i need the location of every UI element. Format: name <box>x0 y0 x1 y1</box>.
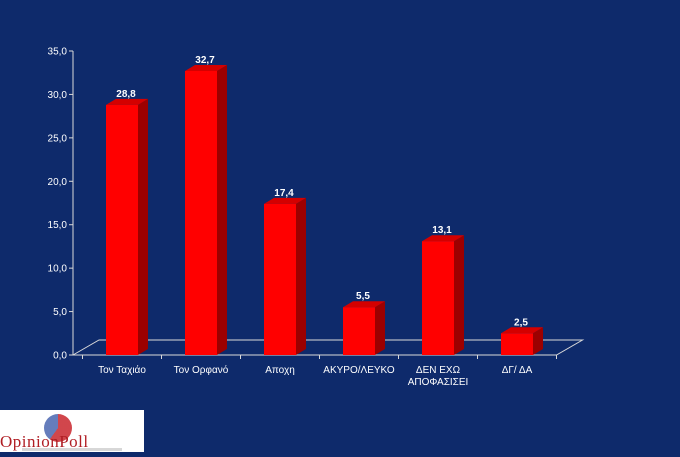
x-tick-label: ΔΕΝ ΕΧΩ <box>416 365 461 376</box>
data-label: 17,4 <box>274 188 294 199</box>
logo-text: OpinionPoll <box>0 432 89 451</box>
x-tick-label: ΑΠΟΦΑΣΙΣΕΙ <box>408 377 469 388</box>
bar-top <box>343 301 385 308</box>
bar-side <box>217 64 227 355</box>
x-tick-label: Τον Ταχιάο <box>98 364 146 376</box>
y-tick-label: 10,0 <box>48 264 68 275</box>
bar <box>501 333 533 355</box>
y-tick-label: 5,0 <box>53 307 67 318</box>
bar <box>264 203 296 355</box>
logo-mark-icon <box>44 414 72 442</box>
bar-side <box>138 98 148 355</box>
bar-side <box>533 327 543 355</box>
data-label: 28,8 <box>116 89 136 100</box>
x-tick-label: Τον Ορφανό <box>174 364 229 376</box>
y-tick-label: 15,0 <box>48 220 68 231</box>
bar-top <box>501 327 543 334</box>
data-label: 5,5 <box>356 291 370 302</box>
bar <box>343 307 375 355</box>
bar-top <box>106 98 148 105</box>
data-label: 2,5 <box>514 317 528 328</box>
y-tick-label: 30,0 <box>48 90 68 101</box>
data-label: 32,7 <box>195 55 215 66</box>
x-tick-label: ΑΚΥΡΟ/ΛΕΥΚΟ <box>323 365 395 376</box>
bar-side <box>375 301 385 355</box>
x-tick-label: ΔΓ/ ΔΑ <box>502 365 533 376</box>
bar-top <box>422 235 464 242</box>
y-tick-label: 20,0 <box>48 177 68 188</box>
y-tick-label: 25,0 <box>48 133 68 144</box>
bar-side <box>454 235 464 355</box>
x-tick-label: Αποχη <box>265 365 295 376</box>
opinion-poll-logo: OpinionPoll <box>0 410 144 452</box>
bar-top <box>264 197 306 204</box>
bar-top <box>185 64 227 71</box>
bar <box>185 70 217 355</box>
bar <box>422 241 454 355</box>
y-tick-label: 35,0 <box>48 47 68 58</box>
bar <box>106 104 138 355</box>
logo-subtitle-strip <box>22 448 122 451</box>
y-tick-label: 0,0 <box>53 351 67 362</box>
data-label: 13,1 <box>432 225 452 236</box>
bar-side <box>296 197 306 355</box>
